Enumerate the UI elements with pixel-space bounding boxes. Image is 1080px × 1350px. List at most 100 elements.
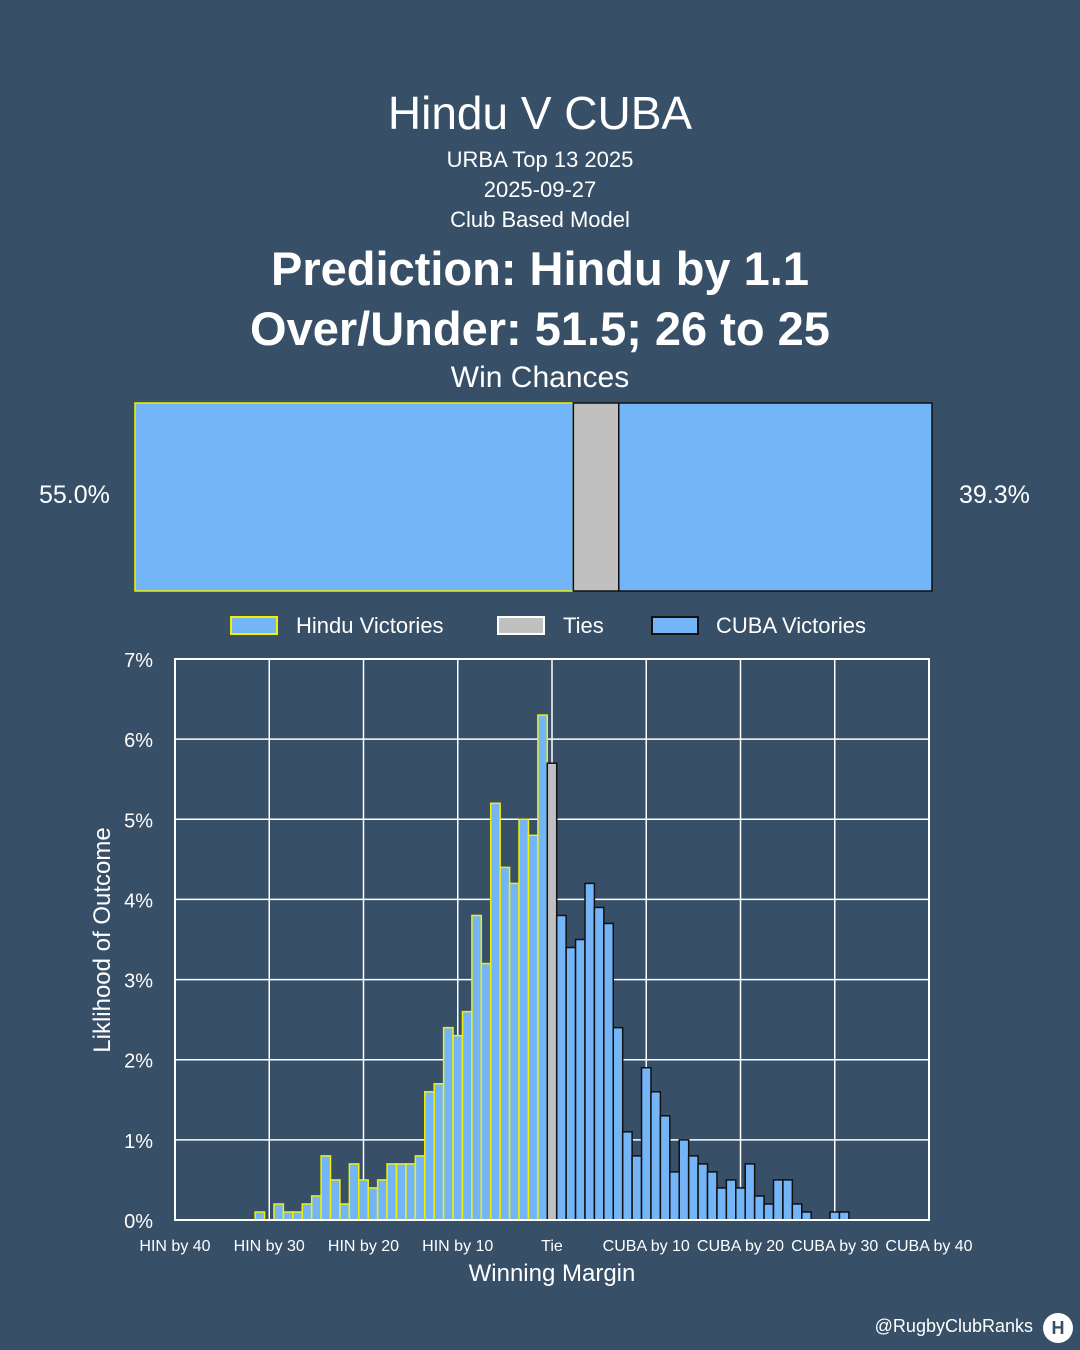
x-tick-label: CUBA by 10 — [603, 1238, 690, 1255]
away-win-bar — [621, 1131, 633, 1221]
win-chances-heading: Win Chances — [450, 361, 630, 394]
y-tick-label: 6% — [124, 730, 153, 752]
twitter-handle: @RugbyClubRanks — [874, 1316, 1033, 1336]
home-win-bar — [518, 818, 530, 1221]
home-win-bar — [367, 1187, 379, 1221]
x-tick-label: HIN by 30 — [234, 1238, 305, 1255]
y-axis-label: Liklihood of Outcome — [89, 827, 116, 1052]
home-win-bar — [386, 1163, 398, 1221]
rugby-posts-logo-icon: H — [1043, 1313, 1073, 1343]
y-tick-label: 2% — [124, 1051, 153, 1073]
home-win-bar — [329, 1179, 341, 1221]
x-tick-label: CUBA by 30 — [791, 1238, 878, 1255]
home-win-bar — [499, 866, 511, 1221]
away-win-bar — [744, 1163, 756, 1221]
histogram-bars — [254, 714, 850, 1221]
x-tick-label: HIN by 10 — [422, 1238, 493, 1255]
home-win-bar — [320, 1155, 332, 1221]
away-win-segment — [618, 402, 933, 592]
y-tick-label: 7% — [124, 650, 153, 672]
home-win-bar — [376, 1179, 388, 1221]
away-win-bar — [669, 1171, 680, 1221]
away-win-bar — [612, 1026, 624, 1221]
plot-frame — [174, 658, 930, 1221]
chart-title: Hindu V CUBA — [387, 87, 693, 139]
away-win-bar — [678, 1139, 690, 1221]
home-win-bar — [452, 1034, 464, 1221]
home-win-bar — [310, 1195, 322, 1221]
away-win-bar — [735, 1187, 746, 1221]
home-win-bar — [282, 1211, 294, 1221]
away-win-bar — [716, 1187, 728, 1221]
away-win-bar — [555, 914, 567, 1221]
x-tick-label: CUBA by 40 — [885, 1238, 972, 1255]
away-win-bar — [782, 1179, 794, 1221]
away-win-bar — [565, 946, 577, 1221]
gridlines — [174, 658, 930, 1221]
away-win-bar — [640, 1066, 652, 1221]
away-win-bar — [659, 1115, 671, 1221]
away-win-bar — [791, 1203, 803, 1221]
home-win-bar — [395, 1163, 407, 1221]
away-win-bar — [574, 938, 586, 1221]
home-win-bar — [358, 1179, 369, 1221]
home-win-bar — [414, 1155, 426, 1221]
x-tick-label: Tie — [541, 1238, 563, 1255]
home-win-bar — [508, 882, 520, 1221]
away-win-bar — [687, 1155, 699, 1221]
home-win-bar — [489, 802, 501, 1221]
away-win-bar — [772, 1179, 784, 1221]
axis-tick-labels: 0% 1% 2% 3% 4% 5% 6% 7% HIN by 40 HIN by 30 HIN by… — [124, 650, 973, 1255]
y-tick-label: 4% — [124, 890, 153, 912]
home-win-bar — [471, 914, 483, 1221]
x-tick-label: HIN by 20 — [328, 1238, 399, 1255]
home-win-bar — [424, 1091, 435, 1221]
legend-tie-label: Ties — [563, 613, 604, 638]
home-win-bar — [254, 1211, 266, 1221]
home-win-bar — [461, 1010, 473, 1221]
away-win-bar — [593, 906, 605, 1221]
home-win-bar — [527, 834, 539, 1221]
y-tick-label: 0% — [124, 1211, 153, 1233]
home-win-bar — [273, 1203, 285, 1221]
home-win-percent: 55.0% — [39, 481, 110, 509]
away-win-bar — [763, 1203, 775, 1221]
y-tick-label: 3% — [124, 971, 153, 993]
legend-home-label: Hindu Victories — [296, 613, 444, 638]
home-win-bar — [537, 714, 549, 1221]
away-win-bar — [603, 922, 615, 1221]
model-label: Club Based Model — [450, 207, 630, 232]
legend-away-label: CUBA Victories — [716, 613, 866, 638]
y-tick-label: 1% — [124, 1131, 153, 1153]
away-win-bar — [829, 1211, 841, 1221]
x-axis-label: Winning Margin — [469, 1260, 636, 1287]
away-win-bar — [697, 1163, 709, 1221]
away-win-percent: 39.3% — [959, 481, 1030, 509]
home-win-bar — [433, 1083, 445, 1221]
away-win-bar — [631, 1155, 643, 1221]
tie-segment — [572, 402, 620, 592]
away-win-bar — [650, 1091, 662, 1221]
competition-label: URBA Top 13 2025 — [446, 147, 634, 172]
away-win-bar — [838, 1211, 850, 1221]
home-win-bar — [301, 1203, 313, 1221]
away-win-bar — [801, 1211, 812, 1221]
home-win-bar — [480, 962, 492, 1221]
tie-bar — [546, 762, 558, 1221]
legend-tie-swatch — [497, 616, 545, 635]
y-tick-label: 5% — [124, 810, 153, 832]
legend-home-swatch — [230, 616, 278, 635]
home-win-bar — [442, 1026, 454, 1221]
x-tick-label: CUBA by 20 — [697, 1238, 784, 1255]
prediction-text: Prediction: Hindu by 1.1 — [271, 242, 809, 295]
over-under-text: Over/Under: 51.5; 26 to 25 — [250, 302, 830, 355]
home-win-segment — [134, 402, 575, 592]
home-win-bar — [339, 1203, 351, 1221]
x-tick-label: HIN by 40 — [139, 1238, 210, 1255]
home-win-bar — [348, 1163, 360, 1221]
away-win-bar — [725, 1179, 737, 1221]
away-win-bar — [706, 1171, 718, 1221]
away-win-bar — [753, 1195, 765, 1221]
home-win-bar — [405, 1163, 417, 1221]
match-date: 2025-09-27 — [483, 177, 597, 202]
